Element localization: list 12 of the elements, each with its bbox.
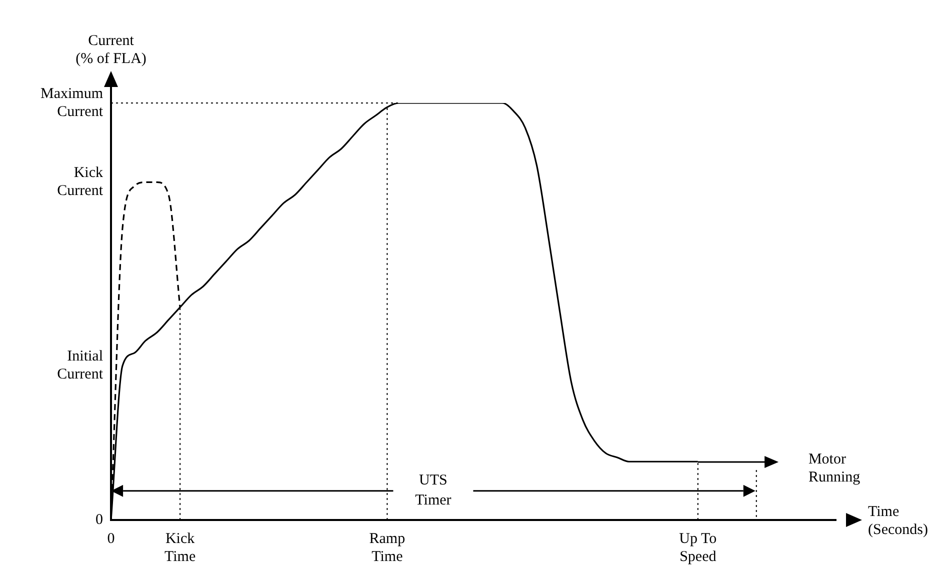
annotation: Motor Running	[808, 452, 861, 486]
text: Initial Current	[57, 348, 104, 383]
y-axis-title: Current (% of FLA)	[76, 32, 146, 67]
x-axis-title: Time (Seconds)	[868, 504, 928, 538]
x-tick-label: Up To Speed	[679, 530, 717, 565]
annotation: UTS Timer	[415, 472, 452, 509]
x-tick-label: Kick Time	[164, 530, 196, 565]
x-tick-label: 0	[107, 530, 115, 547]
text: Maximum Current	[40, 86, 104, 120]
x-tick-label: Ramp Time	[369, 530, 406, 565]
text: Kick Current	[57, 165, 104, 200]
text: 0	[96, 512, 103, 528]
